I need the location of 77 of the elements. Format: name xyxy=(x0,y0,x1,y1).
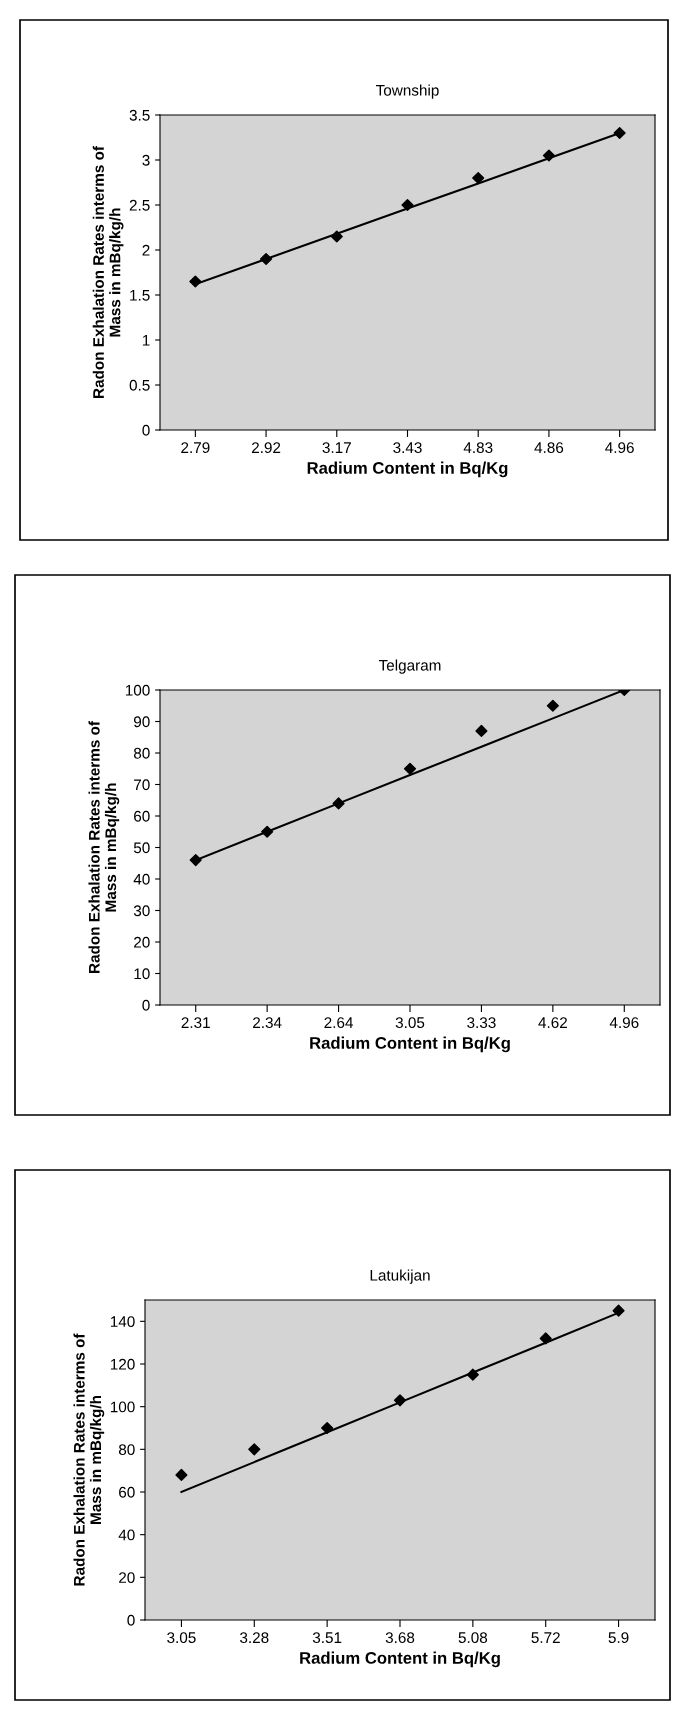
y-tick-label: 0 xyxy=(142,999,150,1011)
y-tick-label: 60 xyxy=(134,810,150,822)
x-tick-label: 2.79 xyxy=(181,442,210,454)
x-tick-label: 2.34 xyxy=(253,1017,282,1029)
point xyxy=(332,797,345,810)
y-tick-label: 0.5 xyxy=(129,379,150,391)
y-tick-label: 40 xyxy=(133,873,150,885)
y-tick-label: 3.5 xyxy=(129,109,150,121)
point xyxy=(466,1368,479,1381)
point xyxy=(403,762,417,775)
y-tick-label: 1.5 xyxy=(130,290,150,301)
x-tick-label: 2.31 xyxy=(181,1017,210,1029)
x-axis-title: Radium Content in Bq/Kg xyxy=(300,1651,500,1668)
y-tick-label: 120 xyxy=(110,1358,135,1370)
y-tick-label: 30 xyxy=(133,905,150,917)
chart-title: Latukijan xyxy=(370,1269,430,1284)
chart-title: Telgaram xyxy=(378,659,441,674)
point xyxy=(475,724,488,738)
y-axis-title: Radon Exhalation Rates interms of Mass in mBq/kg/h xyxy=(88,720,120,973)
x-tick-label: 4.83 xyxy=(463,442,493,454)
x-tick-label: 3.05 xyxy=(395,1017,425,1029)
y-tick-label: 100 xyxy=(110,1401,135,1413)
point xyxy=(189,854,202,867)
x-tick-label: 2.92 xyxy=(251,442,281,454)
point xyxy=(546,699,559,712)
x-tick-label: 5.72 xyxy=(531,1632,560,1644)
point xyxy=(330,230,343,243)
y-tick-label: 0 xyxy=(142,424,150,436)
y-tick-label: 20 xyxy=(119,1572,135,1584)
y-axis-title: Radon Exhalation Rates interms of Mass in mBq/kg/h xyxy=(92,145,124,398)
x-tick-label: 5.9 xyxy=(608,1632,629,1644)
x-axis-title: Radium Content in Bq/Kg xyxy=(310,1036,510,1053)
point xyxy=(189,275,202,288)
point xyxy=(261,825,274,838)
point xyxy=(175,1468,188,1482)
y-tick-label: 100 xyxy=(125,684,150,696)
x-tick-label: 3.17 xyxy=(322,442,351,454)
x-tick-label: 3.43 xyxy=(393,442,422,454)
x-tick-label: 4.96 xyxy=(609,1017,639,1029)
y-tick-label: 80 xyxy=(118,1444,135,1456)
point xyxy=(401,198,414,212)
point xyxy=(612,1304,625,1317)
y-axis-title: Radon Exhalation Rates interms of Mass in mBq/kg/h xyxy=(73,1333,105,1586)
x-axis-title: Radium Content in Bq/Kg xyxy=(307,461,508,478)
y-tick-label: 10 xyxy=(134,968,150,980)
y-tick-label: 40 xyxy=(118,1529,135,1541)
point xyxy=(542,149,556,162)
y-tick-label: 3 xyxy=(142,154,150,166)
point xyxy=(393,1394,407,1407)
x-tick-label: 3.28 xyxy=(240,1632,269,1644)
y-tick-label: 140 xyxy=(110,1316,135,1328)
point xyxy=(539,1332,552,1345)
y-tick-label: 70 xyxy=(134,779,150,791)
x-tick-label: 3.33 xyxy=(467,1017,496,1029)
y-tick-label: 20 xyxy=(134,936,150,948)
x-tick-label: 4.96 xyxy=(605,442,634,454)
y-tick-label: 50 xyxy=(133,842,150,854)
y-tick-label: 80 xyxy=(133,747,150,759)
point xyxy=(259,252,273,266)
y-tick-label: 2.5 xyxy=(129,199,150,211)
x-tick-label: 3.51 xyxy=(312,1632,342,1644)
y-tick-label: 0 xyxy=(127,1614,135,1626)
point xyxy=(613,126,626,140)
x-tick-label: 3.68 xyxy=(385,1632,415,1644)
y-tick-label: 60 xyxy=(119,1486,135,1498)
point xyxy=(248,1443,261,1456)
point xyxy=(472,171,485,185)
x-tick-label: 4.86 xyxy=(534,442,564,454)
x-tick-label: 5.08 xyxy=(458,1632,488,1644)
y-tick-label: 1 xyxy=(142,335,150,346)
point xyxy=(321,1421,334,1435)
y-tick-label: 90 xyxy=(134,716,150,728)
x-tick-label: 3.05 xyxy=(167,1632,196,1644)
chart-title: Township xyxy=(376,84,439,99)
y-tick-label: 2 xyxy=(142,244,150,256)
x-tick-label: 2.64 xyxy=(324,1017,353,1029)
x-tick-label: 4.62 xyxy=(538,1017,567,1029)
